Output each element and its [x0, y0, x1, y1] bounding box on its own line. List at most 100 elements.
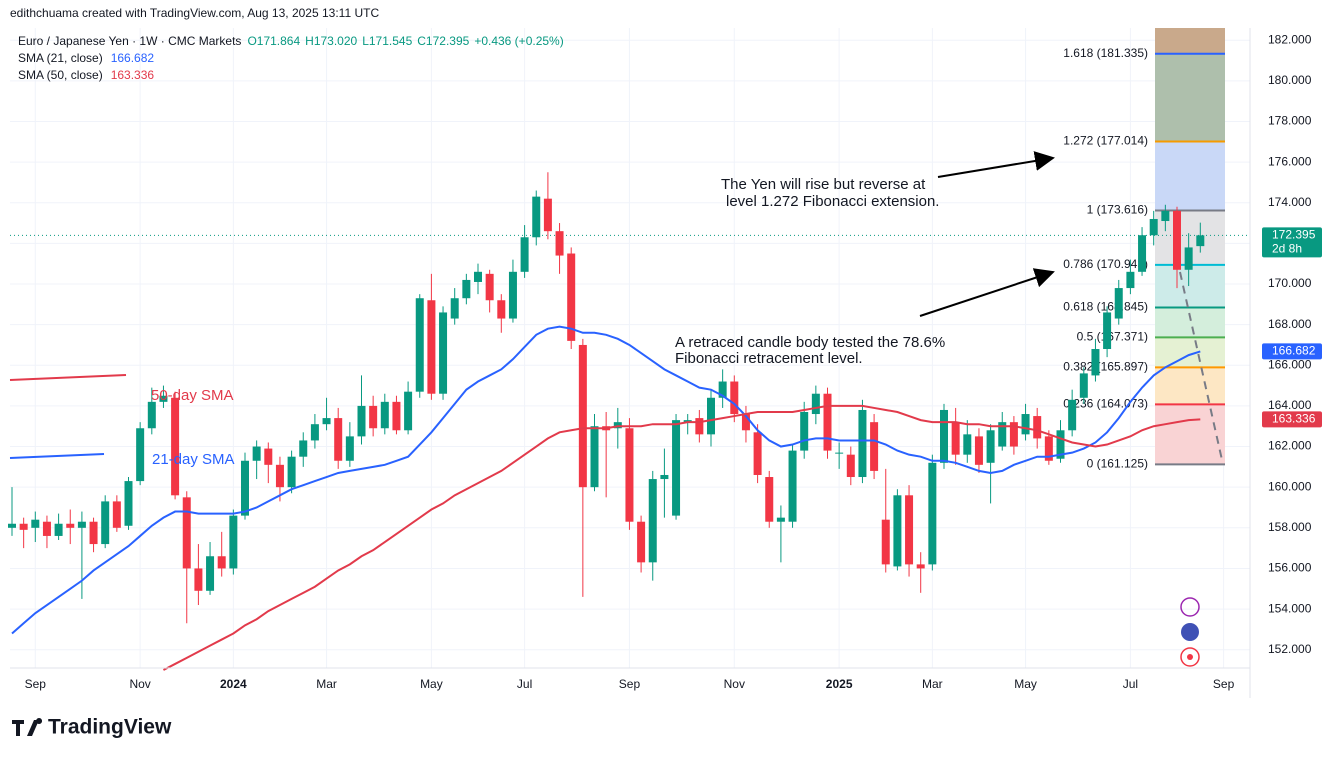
fib-band [1155, 141, 1225, 211]
candle-body [264, 448, 273, 465]
candle-body [660, 474, 669, 480]
countdown: 2d 8h [1272, 242, 1302, 256]
fib-band [1155, 264, 1225, 308]
fib-band [1155, 53, 1225, 142]
candle-body [229, 515, 238, 569]
candle-body [485, 273, 494, 301]
y-tick-label: 158.000 [1268, 520, 1312, 534]
price-tag-label: 166.682 [1272, 344, 1316, 358]
candle-body [1079, 373, 1088, 398]
candle-body [637, 521, 646, 563]
fib-band [1155, 28, 1225, 54]
candle-body [905, 495, 914, 565]
fib-band [1155, 337, 1225, 368]
candle-body [648, 479, 657, 563]
candle-body [998, 422, 1007, 447]
candle-body [369, 405, 378, 429]
y-tick-label: 164.000 [1268, 398, 1312, 412]
legend-sma: SMA (21, close) [18, 51, 103, 65]
candle-body [299, 440, 308, 457]
candle-body [124, 481, 133, 526]
candle-body [1149, 218, 1158, 236]
candle-body [275, 464, 284, 488]
y-tick-label: 156.000 [1268, 561, 1312, 575]
icon[interactable] [1181, 623, 1199, 641]
price-tag [1262, 227, 1322, 258]
candle-body [1161, 210, 1170, 222]
candle-body [974, 436, 983, 465]
candle-body [555, 231, 564, 256]
candle-body [846, 454, 855, 478]
drawn-line [9, 374, 127, 381]
candle-body [66, 523, 75, 528]
candle-body [392, 401, 401, 431]
candle-body [136, 428, 145, 482]
fibonacci: 1.618 (181.335) 1.272 (177.014) 1 (173.616… [1063, 28, 1225, 470]
candle-body [334, 418, 343, 461]
y-tick-label: 154.000 [1268, 601, 1312, 615]
icon[interactable] [1180, 597, 1200, 617]
candle-body [322, 418, 331, 425]
drawn-line [9, 453, 105, 459]
candle-body [1173, 210, 1181, 270]
candle-body [963, 434, 972, 455]
projection [1179, 271, 1223, 461]
candle-body [1044, 436, 1053, 461]
candle-body [532, 196, 541, 238]
candle-body [1138, 235, 1147, 272]
candle-body [380, 401, 389, 429]
legend-change: +0.436 (+0.25%) [474, 34, 563, 48]
header: edithchuama created with TradingView.com… [10, 6, 379, 20]
candle-body [112, 501, 121, 528]
candle-body [427, 300, 436, 394]
annotation: A retraced candle body tested the 78.6% [675, 334, 945, 351]
candle-body [881, 519, 890, 565]
x-tick-label: Jul [517, 677, 532, 691]
candle-body [835, 452, 844, 454]
legend-sma-value: 163.336 [111, 68, 155, 82]
toolbar-icons[interactable] [1180, 597, 1200, 667]
candle-body [741, 414, 750, 431]
price-tag [1262, 343, 1322, 360]
candle-body [497, 300, 506, 319]
candle-body [31, 519, 40, 528]
sma-line [162, 404, 1201, 671]
grid [10, 28, 1250, 668]
candle-body [567, 253, 576, 341]
candle-body [520, 237, 529, 272]
candle-body [590, 426, 599, 488]
candle-body [707, 397, 715, 435]
candle-body [776, 517, 785, 522]
plot [8, 172, 1250, 671]
x-tick-label: May [1014, 677, 1037, 691]
icon[interactable] [1180, 647, 1200, 667]
candle-body [811, 393, 820, 415]
candle-body [1033, 416, 1042, 439]
candle-body [345, 436, 354, 461]
candle-body [613, 422, 622, 429]
fib-label: 0 (161.125) [1087, 456, 1148, 470]
candle-body [1184, 247, 1193, 270]
candle-body [182, 497, 191, 569]
y-tick-label: 170.000 [1268, 276, 1312, 290]
candle-body [951, 422, 960, 455]
icon [1187, 654, 1193, 660]
legend-sma-value: 166.682 [111, 51, 155, 65]
y-tick-label: 160.000 [1268, 479, 1312, 493]
candle-body [147, 401, 156, 429]
legend-ohlc: L171.545 [362, 34, 412, 48]
candle-body [753, 432, 762, 475]
y-tick-label: 178.000 [1268, 114, 1312, 128]
fib-label: 1.618 (181.335) [1063, 46, 1148, 60]
annotation: The Yen will rise but reverse at [721, 176, 926, 193]
candle-body [1196, 235, 1205, 247]
candle-body [462, 279, 471, 299]
candle-body [241, 460, 249, 516]
legend-ohlc: O171.864 [247, 34, 300, 48]
candle-body [252, 446, 261, 461]
candle-body [101, 501, 110, 545]
candle-body [89, 521, 98, 545]
logo [12, 718, 43, 736]
y-tick-label: 162.000 [1268, 439, 1312, 453]
y-tick-label: 180.000 [1268, 73, 1312, 87]
